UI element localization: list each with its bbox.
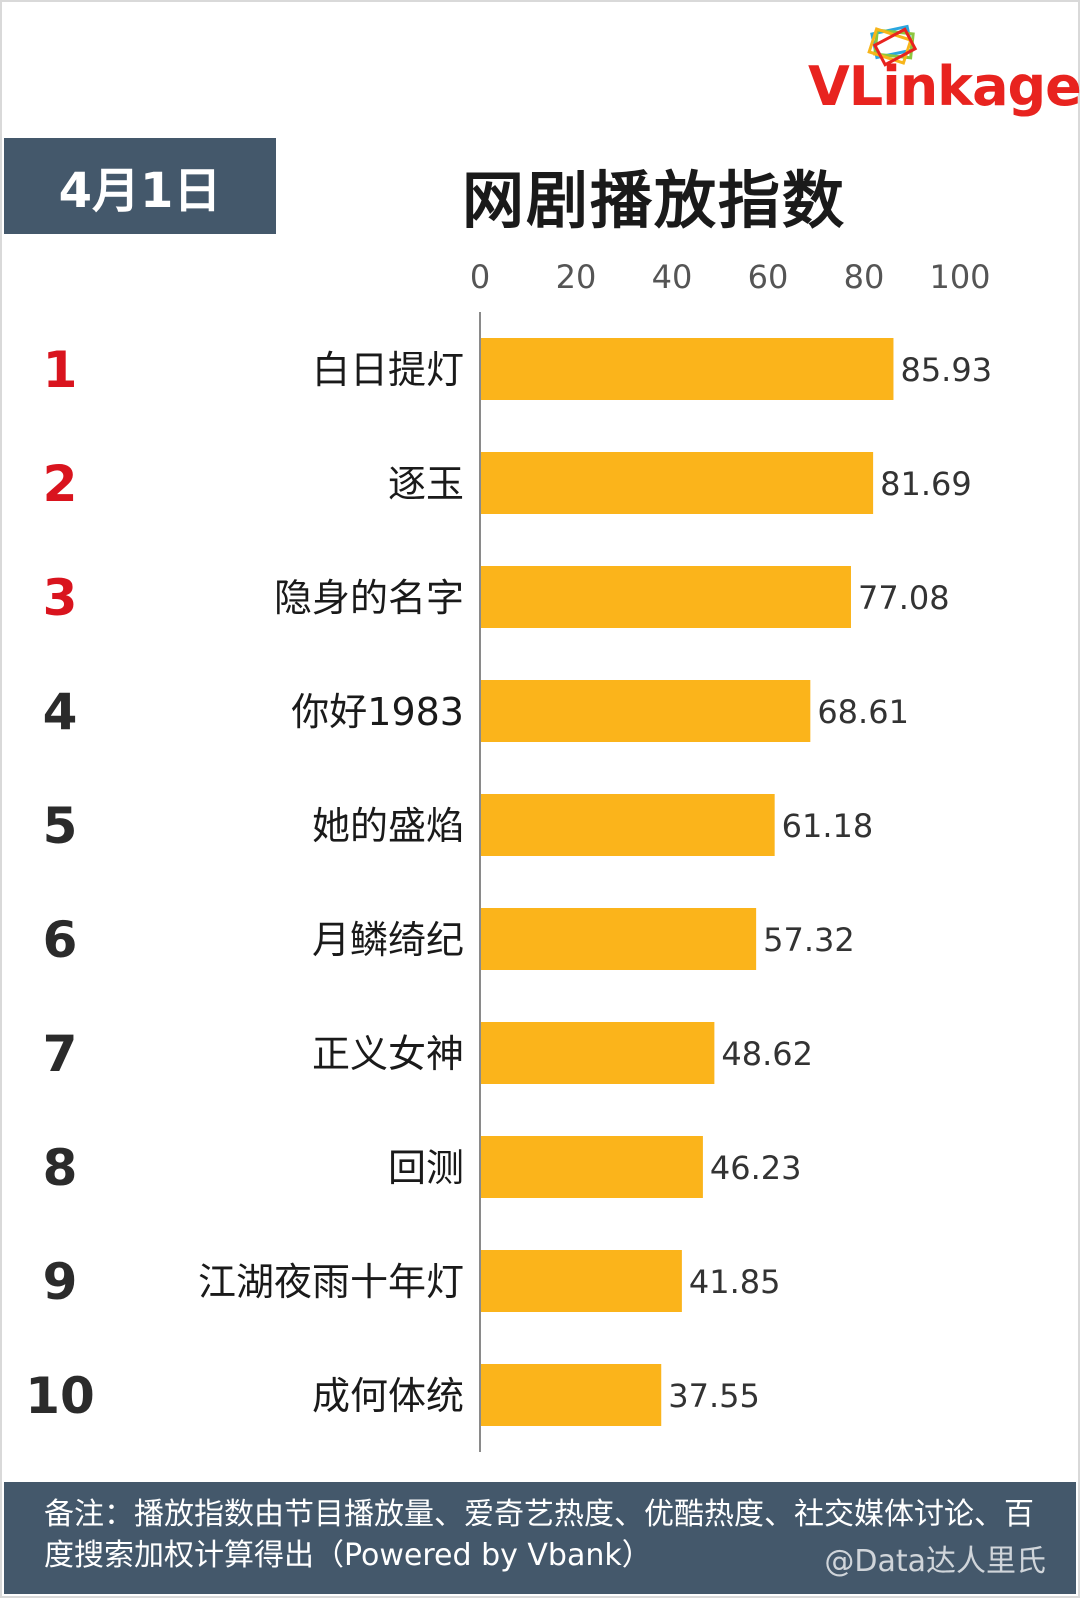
rank-label: 3: [43, 569, 78, 627]
bar: [481, 1022, 715, 1084]
bar: [481, 338, 894, 400]
watermark: @Data达人里氏: [824, 1544, 1046, 1579]
value-label: 46.23: [710, 1149, 802, 1187]
category-label: 成何体统: [312, 1374, 464, 1418]
value-label: 61.18: [782, 807, 874, 845]
rank-label: 10: [25, 1367, 95, 1425]
category-label: 她的盛焰: [312, 804, 464, 848]
x-tick-label: 60: [748, 258, 789, 296]
rank-label: 9: [43, 1253, 78, 1311]
x-tick-label: 100: [929, 258, 990, 296]
brand-name: VLinkage: [808, 55, 1080, 118]
category-label: 你好1983: [291, 690, 464, 734]
value-label: 85.93: [900, 351, 992, 389]
footer-note-bar: 备注：播放指数由节目播放量、爱奇艺热度、优酷热度、社交媒体讨论、百度搜索加权计算…: [4, 1482, 1076, 1594]
value-label: 41.85: [689, 1263, 781, 1301]
category-label: 月鳞绮纪: [312, 918, 464, 962]
chart-title: 网剧播放指数: [462, 164, 847, 237]
category-label: 回测: [388, 1146, 464, 1190]
value-label: 81.69: [880, 465, 972, 503]
logo-frames-icon: [867, 24, 918, 67]
rank-label: 2: [43, 455, 78, 513]
footer-note: 备注：播放指数由节目播放量、爱奇艺热度、优酷热度、社交媒体讨论、百度搜索加权计算…: [44, 1497, 1034, 1573]
bar: [481, 452, 874, 514]
bar-chart: 0 20 40 60 80 100 1 白日提灯 85.93 2 逐玉 81.69 3 隐身的名字 77.0…: [25, 258, 992, 1452]
category-label: 隐身的名字: [274, 576, 464, 620]
x-tick-label: 0: [470, 258, 490, 296]
category-label: 逐玉: [388, 462, 464, 506]
bar: [481, 680, 811, 742]
rank-label: 6: [43, 911, 78, 969]
bar: [481, 566, 851, 628]
date-badge: 4月1日: [4, 138, 276, 234]
bar: [481, 1364, 662, 1426]
value-label: 37.55: [668, 1377, 760, 1415]
category-label: 江湖夜雨十年灯: [198, 1260, 464, 1304]
brand-logo: VLinkage: [788, 22, 1080, 122]
value-label: 48.62: [721, 1035, 813, 1073]
x-tick-label: 40: [652, 258, 693, 296]
rank-label: 1: [43, 341, 78, 399]
rank-label: 5: [43, 797, 78, 855]
bar: [481, 1250, 682, 1312]
value-label: 57.32: [763, 921, 855, 959]
value-label: 77.08: [858, 579, 950, 617]
value-label: 68.61: [817, 693, 909, 731]
bar: [481, 794, 775, 856]
category-label: 正义女神: [312, 1032, 464, 1076]
rank-label: 4: [43, 683, 78, 741]
category-label: 白日提灯: [312, 348, 464, 392]
rank-label: 8: [43, 1139, 78, 1197]
bar: [481, 1136, 703, 1198]
x-tick-label: 80: [844, 258, 885, 296]
rank-label: 7: [43, 1025, 78, 1083]
x-tick-label: 20: [556, 258, 597, 296]
bar: [481, 908, 757, 970]
